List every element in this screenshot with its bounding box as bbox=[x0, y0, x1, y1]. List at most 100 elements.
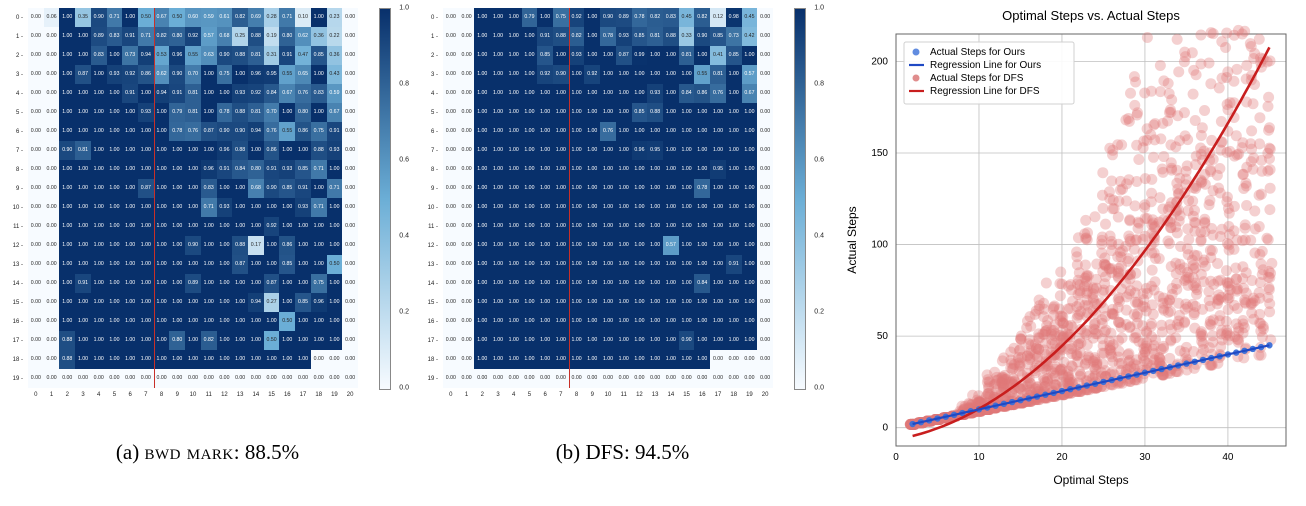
heatmap-cell: 1.00 bbox=[75, 293, 91, 312]
heatmap-cell: 0.35 bbox=[75, 8, 91, 27]
heatmap-cell: 0.53 bbox=[154, 46, 170, 65]
heatmap-cell: 1.00 bbox=[522, 65, 538, 84]
heatmap-cell: 1.00 bbox=[663, 331, 679, 350]
colorbar-tick: 0.4 bbox=[814, 233, 824, 240]
heatmap-cell: 1.00 bbox=[311, 312, 327, 331]
heatmap-cell: 1.00 bbox=[694, 160, 710, 179]
heatmap-cell: 1.00 bbox=[506, 46, 522, 65]
heatmap-cell: 0.78 bbox=[632, 8, 648, 27]
caption-a-prefix: (a) bbox=[116, 440, 145, 464]
heatmap-cell: 1.00 bbox=[154, 331, 170, 350]
heatmap-cell: 1.00 bbox=[122, 255, 138, 274]
heatmap-cell: 0.00 bbox=[122, 369, 138, 388]
heatmap-cell: 1.00 bbox=[169, 350, 185, 369]
heatmap-cell: 1.00 bbox=[679, 350, 695, 369]
heatmap-cell: 0.00 bbox=[600, 369, 616, 388]
heatmap-cell: 1.00 bbox=[522, 122, 538, 141]
heatmap-cell: 0.00 bbox=[757, 255, 773, 274]
heatmap-cell: 0.00 bbox=[459, 236, 475, 255]
heatmap-cell: 1.00 bbox=[59, 27, 75, 46]
heatmap-cell: 0.00 bbox=[443, 255, 459, 274]
heatmap-cell: 0.00 bbox=[342, 293, 358, 312]
heatmap-cell: 1.00 bbox=[506, 236, 522, 255]
heatmap-cell: 0.65 bbox=[295, 65, 311, 84]
heatmap-cell: 0.00 bbox=[757, 122, 773, 141]
heatmap-cell: 0.00 bbox=[710, 369, 726, 388]
heatmap-cell: 1.00 bbox=[647, 255, 663, 274]
heatmap-cell: 1.00 bbox=[679, 312, 695, 331]
dfs-point bbox=[1123, 253, 1134, 264]
panel-c-scatter: 010203040050100150200Optimal Steps vs. A… bbox=[830, 0, 1306, 506]
heatmap-b-colorbar bbox=[794, 8, 806, 390]
heatmap-cell: 0.00 bbox=[459, 179, 475, 198]
dfs-point bbox=[1191, 69, 1202, 80]
dfs-point bbox=[1264, 55, 1275, 66]
heatmap-cell: 0.93 bbox=[295, 198, 311, 217]
heatmap-ytick: 10 - bbox=[415, 198, 441, 217]
dfs-point bbox=[1132, 107, 1143, 118]
heatmap-cell: 0.00 bbox=[726, 369, 742, 388]
heatmap-cell: 0.00 bbox=[757, 236, 773, 255]
dfs-point bbox=[1081, 271, 1092, 282]
heatmap-cell: 1.00 bbox=[264, 350, 280, 369]
heatmap-cell: 1.00 bbox=[201, 65, 217, 84]
heatmap-xtick: 6 bbox=[122, 392, 138, 408]
heatmap-cell: 1.00 bbox=[553, 84, 569, 103]
heatmap-cell: 0.00 bbox=[44, 141, 60, 160]
heatmap-cell: 0.85 bbox=[279, 179, 295, 198]
heatmap-cell: 1.00 bbox=[490, 65, 506, 84]
heatmap-cell: 1.00 bbox=[59, 46, 75, 65]
heatmap-cell: 0.00 bbox=[757, 331, 773, 350]
heatmap-cell: 0.81 bbox=[248, 103, 264, 122]
heatmap-cell: 0.59 bbox=[327, 84, 343, 103]
heatmap-cell: 0.00 bbox=[295, 369, 311, 388]
heatmap-cell: 1.00 bbox=[553, 312, 569, 331]
heatmap-cell: 1.00 bbox=[490, 236, 506, 255]
dfs-point bbox=[1254, 34, 1265, 45]
dfs-point bbox=[1264, 204, 1275, 215]
heatmap-cell: 1.00 bbox=[600, 103, 616, 122]
dfs-point bbox=[1173, 66, 1184, 77]
heatmap-cell: 0.17 bbox=[248, 236, 264, 255]
heatmap-cell: 1.00 bbox=[75, 198, 91, 217]
heatmap-cell: 0.00 bbox=[107, 369, 123, 388]
heatmap-cell: 1.00 bbox=[154, 236, 170, 255]
heatmap-xtick: 2 bbox=[59, 392, 75, 408]
heatmap-cell: 1.00 bbox=[59, 103, 75, 122]
heatmap-cell: 1.00 bbox=[694, 198, 710, 217]
heatmap-cell: 1.00 bbox=[600, 217, 616, 236]
colorbar-tick: 0.0 bbox=[399, 385, 409, 392]
heatmap-cell: 0.87 bbox=[201, 122, 217, 141]
heatmap-cell: 0.67 bbox=[327, 103, 343, 122]
heatmap-cell: 0.00 bbox=[584, 369, 600, 388]
heatmap-cell: 1.00 bbox=[537, 103, 553, 122]
heatmap-xtick: 20 bbox=[757, 392, 773, 408]
heatmap-cell: 1.00 bbox=[600, 160, 616, 179]
heatmap-cell: 1.00 bbox=[107, 217, 123, 236]
heatmap-cell: 1.00 bbox=[632, 65, 648, 84]
heatmap-cell: 0.00 bbox=[44, 331, 60, 350]
heatmap-cell: 0.00 bbox=[506, 369, 522, 388]
heatmap-cell: 1.00 bbox=[311, 179, 327, 198]
heatmap-cell: 1.00 bbox=[474, 84, 490, 103]
heatmap-cell: 0.00 bbox=[217, 369, 233, 388]
heatmap-cell: 0.91 bbox=[264, 160, 280, 179]
heatmap-cell: 1.00 bbox=[474, 198, 490, 217]
heatmap-cell: 0.00 bbox=[459, 369, 475, 388]
heatmap-b: 0.000.001.001.001.000.791.000.750.921.00… bbox=[443, 8, 773, 388]
dfs-point bbox=[1170, 141, 1181, 152]
scatter-svg: 010203040050100150200Optimal Steps vs. A… bbox=[838, 4, 1298, 494]
dfs-point bbox=[1204, 57, 1215, 68]
heatmap-ytick: 6 - bbox=[0, 122, 26, 141]
heatmap-ytick: 8 - bbox=[0, 160, 26, 179]
heatmap-cell: 0.71 bbox=[107, 8, 123, 27]
heatmap-cell: 0.00 bbox=[459, 122, 475, 141]
heatmap-cell: 1.00 bbox=[506, 122, 522, 141]
heatmap-cell: 1.00 bbox=[742, 179, 758, 198]
heatmap-cell: 0.80 bbox=[295, 103, 311, 122]
heatmap-cell: 1.00 bbox=[569, 293, 585, 312]
heatmap-cell: 1.00 bbox=[474, 236, 490, 255]
heatmap-cell: 1.00 bbox=[506, 255, 522, 274]
heatmap-cell: 1.00 bbox=[490, 255, 506, 274]
heatmap-cell: 0.00 bbox=[443, 122, 459, 141]
